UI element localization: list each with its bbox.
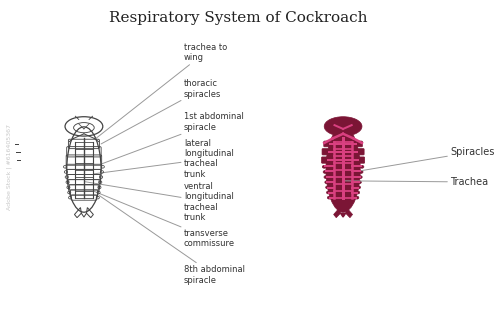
Text: 1st abdominal
spiracle: 1st abdominal spiracle xyxy=(102,113,244,164)
Ellipse shape xyxy=(322,165,326,168)
Ellipse shape xyxy=(356,191,360,194)
Ellipse shape xyxy=(326,127,360,212)
Ellipse shape xyxy=(358,176,362,178)
Ellipse shape xyxy=(355,196,359,199)
FancyBboxPatch shape xyxy=(322,157,328,163)
Ellipse shape xyxy=(325,181,328,184)
FancyBboxPatch shape xyxy=(358,149,364,155)
Text: Adobe Stock | #616405367: Adobe Stock | #616405367 xyxy=(6,124,12,210)
FancyBboxPatch shape xyxy=(322,149,328,155)
Polygon shape xyxy=(346,207,352,218)
Ellipse shape xyxy=(359,171,363,173)
Ellipse shape xyxy=(324,176,328,178)
Ellipse shape xyxy=(324,117,362,136)
Text: 8th abdominal
spiracle: 8th abdominal spiracle xyxy=(100,196,245,285)
Text: thoracic
spiracles: thoracic spiracles xyxy=(101,79,221,144)
FancyBboxPatch shape xyxy=(358,157,364,163)
Ellipse shape xyxy=(328,196,331,199)
Text: Respiratory System of Cockroach: Respiratory System of Cockroach xyxy=(109,11,368,25)
Ellipse shape xyxy=(358,181,362,184)
Ellipse shape xyxy=(326,186,330,189)
Polygon shape xyxy=(340,213,345,217)
Ellipse shape xyxy=(356,186,360,189)
Ellipse shape xyxy=(360,165,364,168)
Text: trachea to
wing: trachea to wing xyxy=(96,42,227,138)
Ellipse shape xyxy=(323,171,327,173)
Text: ventral
longitudinal
tracheal
trunk: ventral longitudinal tracheal trunk xyxy=(86,182,234,222)
Text: Spiracles: Spiracles xyxy=(361,147,494,171)
Text: lateral
longitudinal
tracheal
trunk: lateral longitudinal tracheal trunk xyxy=(94,139,234,179)
Polygon shape xyxy=(334,207,340,218)
FancyBboxPatch shape xyxy=(324,141,330,147)
FancyBboxPatch shape xyxy=(356,141,362,147)
Text: Trachea: Trachea xyxy=(344,177,488,187)
Text: transverse
commissure: transverse commissure xyxy=(94,191,235,248)
Ellipse shape xyxy=(326,191,330,194)
